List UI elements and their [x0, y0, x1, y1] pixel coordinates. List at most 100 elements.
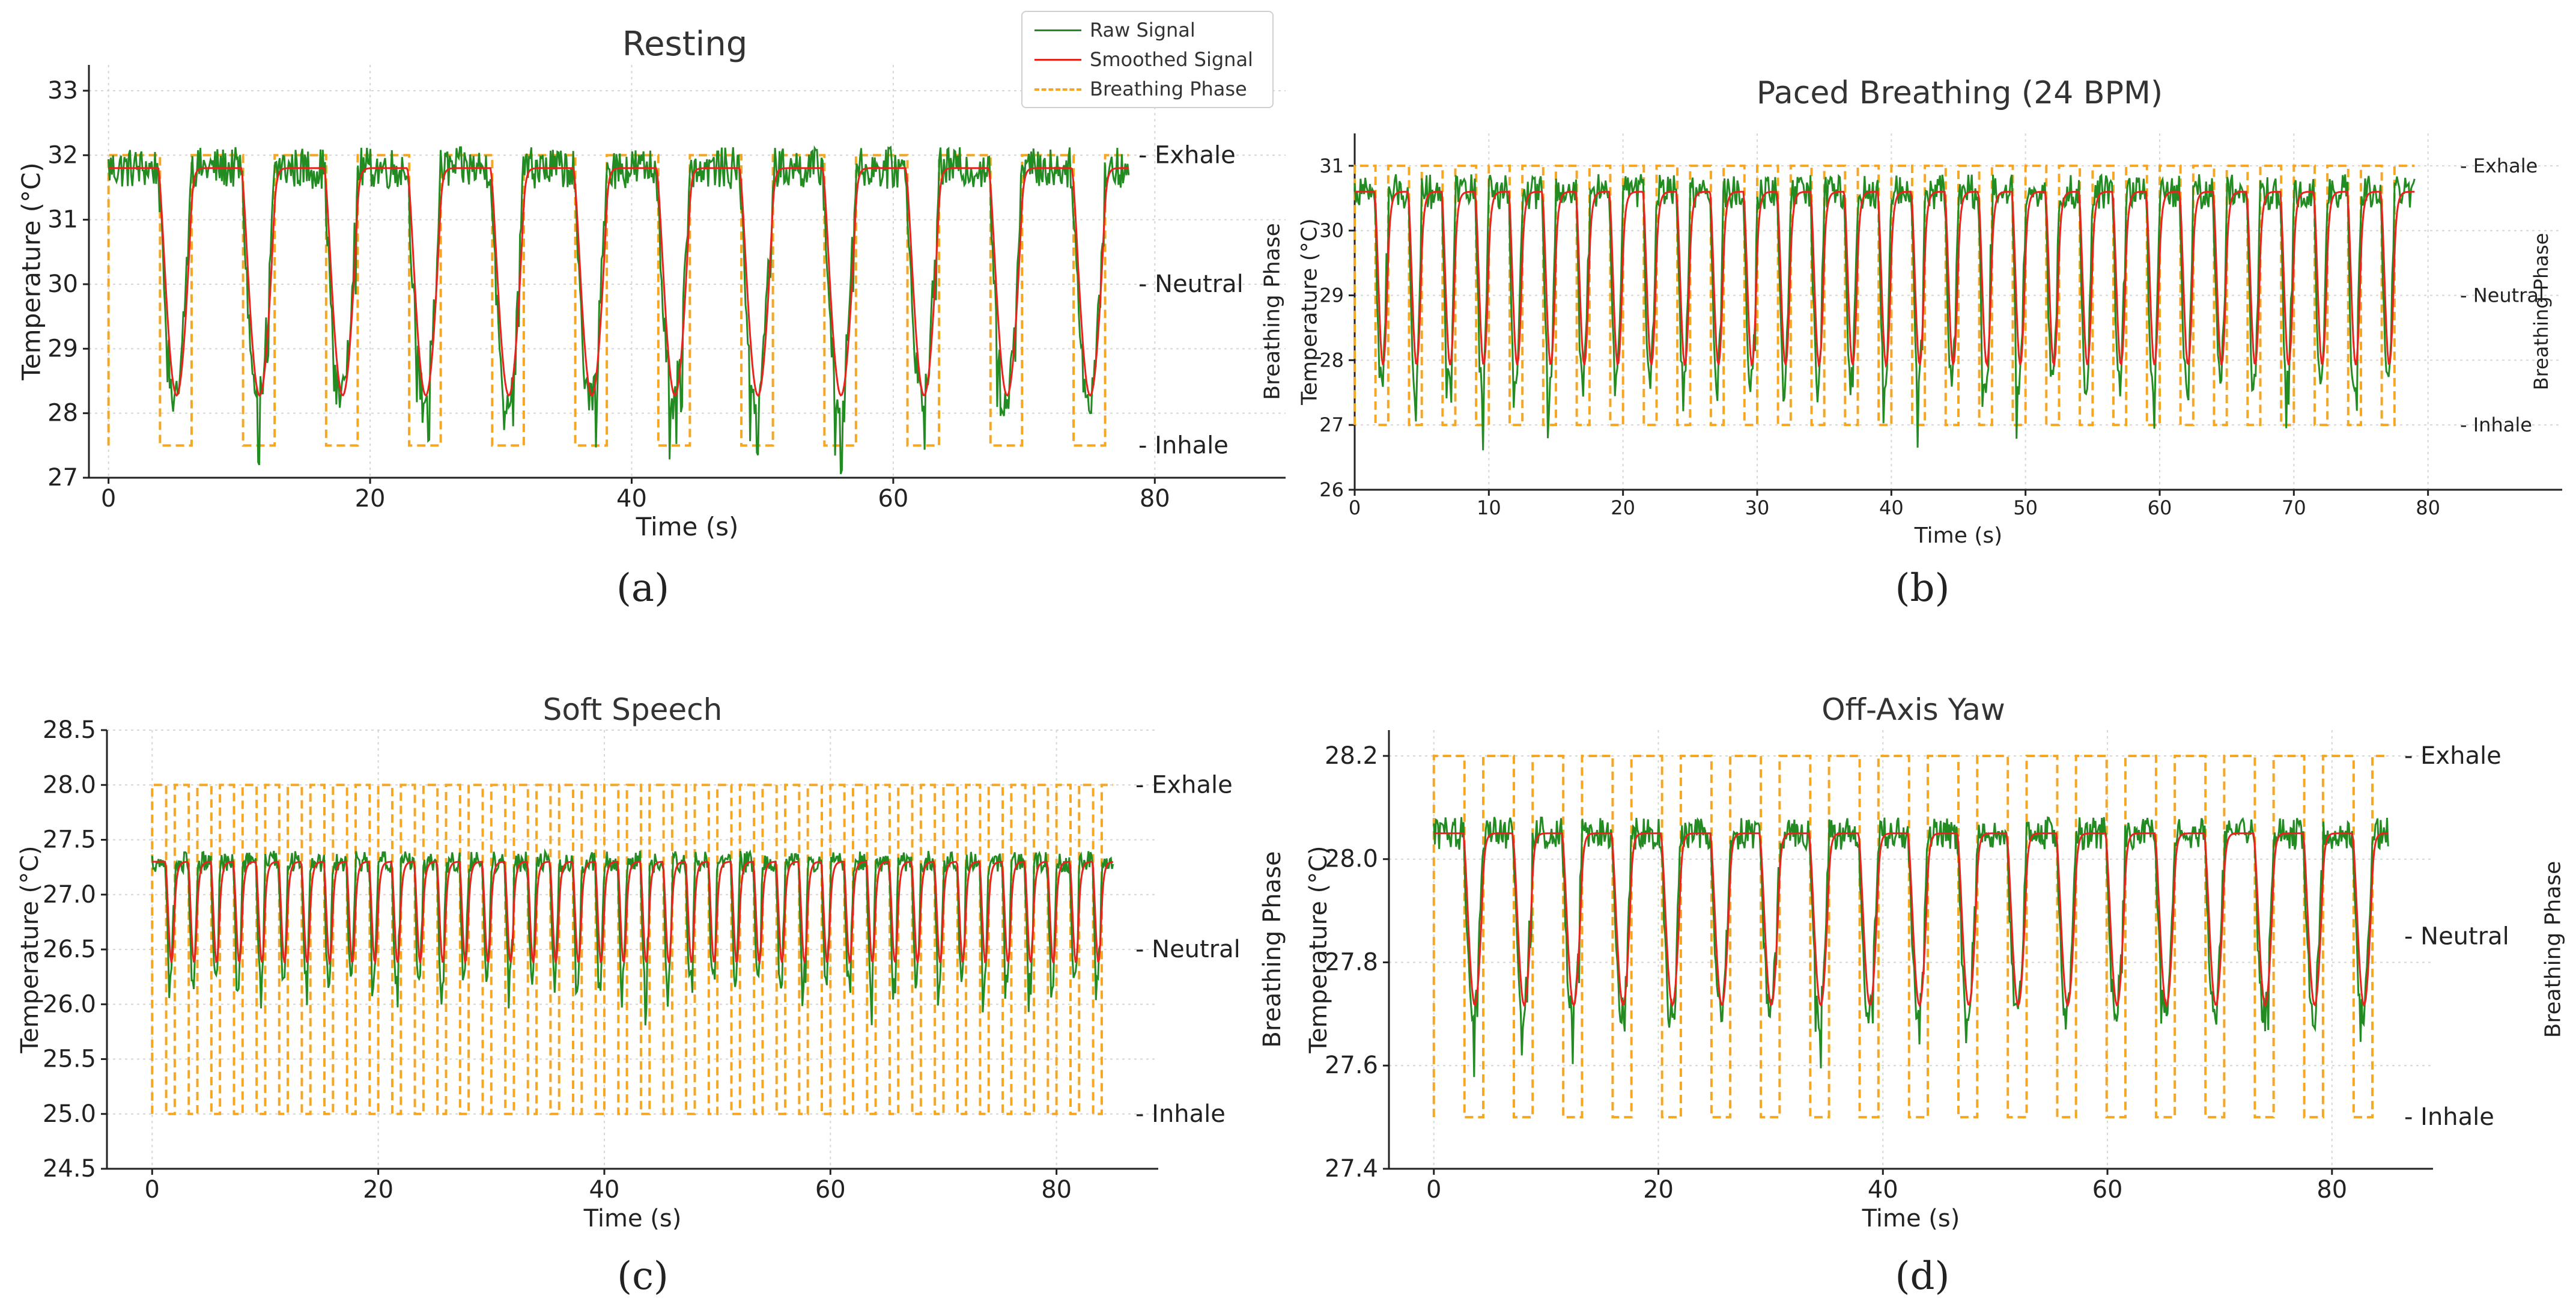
y-tick-label: 27.6 [1325, 1052, 1378, 1079]
y-tick-label: 26.0 [43, 990, 96, 1018]
legend-entry-smoothed: Smoothed Signal [1022, 45, 1272, 75]
legend: Raw Signal Smoothed Signal Breathing Pha… [1021, 11, 1274, 108]
legend-label-smoothed: Smoothed Signal [1090, 48, 1253, 71]
phase-label: - Inhale [1135, 1100, 1226, 1128]
panel-caption: (c) [617, 1254, 669, 1299]
y-tick-label: 27.0 [43, 881, 96, 909]
phase-label: - Neutral [2404, 923, 2509, 951]
outer-phase-axis-label: Breathing Phase [1259, 851, 1286, 1047]
y-tick-label: 31 [1319, 154, 1344, 177]
panel-title: Off-Axis Yaw [1821, 692, 2005, 727]
phase-label: - Exhale [2460, 154, 2538, 177]
phase-label: - Neutral [1138, 270, 1244, 298]
y-tick-label: 31 [47, 206, 78, 234]
x-tick-label: 20 [355, 485, 386, 513]
outer-phase-axis-label: Breathing Phase [1260, 223, 1285, 400]
x-tick-label: 80 [2416, 496, 2440, 519]
smoothed-signal-line [152, 861, 1113, 966]
phase-label: - Inhale [2404, 1103, 2494, 1131]
x-axis-label: Time (s) [1914, 523, 2002, 548]
phase-label: - Neutral [2460, 284, 2544, 307]
raw-signal-line [1433, 816, 2389, 1077]
phase-label: - Inhale [1138, 431, 1229, 459]
legend-swatch-smoothed [1034, 59, 1081, 61]
panel-caption: (b) [1895, 566, 1950, 611]
y-tick-label: 26.5 [43, 936, 96, 963]
x-tick-label: 10 [1477, 496, 1501, 519]
y-tick-label: 27.5 [43, 826, 96, 854]
panel-caption: (d) [1895, 1254, 1950, 1299]
breathing-phase-line [1353, 164, 2415, 427]
phase-label: - Exhale [2404, 742, 2502, 770]
x-tick-label: 0 [101, 485, 116, 513]
y-tick-label: 28.0 [1325, 845, 1378, 873]
y-axis-label: Temperature (°C) [1305, 845, 1332, 1053]
panel-caption: (a) [616, 566, 669, 611]
y-tick-label: 27.8 [1325, 948, 1378, 976]
x-tick-label: 80 [1140, 485, 1170, 513]
x-tick-label: 20 [363, 1176, 393, 1204]
x-tick-label: 0 [1349, 496, 1361, 519]
panel-paced-breathing: 0 10 20 30 40 50 60 70 80 26 27 28 29 30 31 - Exhale - N… [1260, 75, 2562, 611]
y-tick-label: 27.4 [1325, 1155, 1378, 1183]
phase-label: - Exhale [1135, 771, 1233, 799]
x-tick-label: 80 [1041, 1176, 1072, 1204]
phase-label: - Neutral [1135, 936, 1241, 963]
y-tick-label: 26 [1319, 478, 1344, 501]
x-tick-label: 20 [1611, 496, 1635, 519]
y-tick-label: 28 [1319, 349, 1344, 371]
grid [1389, 730, 2433, 1169]
panel-resting: 0 20 40 60 80 27 28 29 30 31 32 33 - Exhale - Neutral… [17, 25, 1286, 611]
y-tick-label: 24.5 [43, 1155, 96, 1183]
x-tick-label: 0 [1426, 1176, 1441, 1204]
breathing-phase-line [151, 784, 1113, 1115]
x-tick-label: 40 [589, 1176, 620, 1204]
y-tick-label: 29 [1319, 284, 1344, 307]
y-tick-label: 28.5 [43, 716, 96, 744]
raw-signal-line [108, 145, 1130, 475]
smoothed-signal-line [108, 167, 1129, 397]
x-axis-label: Time (s) [636, 512, 739, 541]
y-tick-label: 32 [47, 141, 78, 169]
y-tick-label: 27 [1319, 413, 1344, 436]
x-tick-label: 60 [878, 485, 908, 513]
breathing-phase-line [1432, 754, 2389, 1119]
panel-title: Paced Breathing (24 BPM) [1757, 75, 2163, 111]
raw-signal-line [151, 848, 1114, 1026]
phase-label: - Exhale [1138, 141, 1236, 169]
x-tick-label: 80 [2316, 1176, 2347, 1204]
phase-label: - Inhale [2460, 413, 2532, 436]
panel-soft-speech: 0 20 40 60 80 24.5 25.0 25.5 26.0 26.5 27.0 27.5 28.… [16, 692, 1241, 1299]
y-tick-label: 28.2 [1325, 742, 1378, 770]
y-axis-label: Temperature (°C) [17, 162, 46, 381]
y-tick-label: 28.0 [43, 771, 96, 799]
legend-label-raw: Raw Signal [1090, 19, 1195, 41]
x-tick-label: 70 [2282, 496, 2306, 519]
x-tick-label: 60 [2092, 1176, 2123, 1204]
y-tick-label: 29 [47, 335, 78, 362]
y-tick-label: 27 [47, 464, 78, 492]
right-phase-axis-label: Breathing Phase [2530, 233, 2553, 391]
x-tick-label: 0 [145, 1176, 160, 1204]
x-tick-label: 50 [2013, 496, 2038, 519]
panel-title: Resting [622, 25, 748, 64]
panel-off-axis-yaw: 0 20 40 60 80 27.4 27.6 27.8 28.0 28.2 - Exhale - N… [1259, 692, 2566, 1299]
y-tick-label: 25.0 [43, 1100, 96, 1128]
x-tick-label: 60 [815, 1176, 846, 1204]
legend-swatch-phase [1034, 88, 1081, 91]
smoothed-signal-line [1355, 190, 2415, 368]
x-tick-label: 60 [2148, 496, 2172, 519]
y-axis-label: Temperature (°C) [16, 845, 44, 1053]
x-tick-label: 40 [616, 485, 647, 513]
x-tick-label: 40 [1879, 496, 1904, 519]
legend-entry-phase: Breathing Phase [1022, 75, 1272, 104]
x-tick-label: 20 [1643, 1176, 1674, 1204]
x-axis-label: Time (s) [583, 1205, 682, 1232]
y-axis-label: Temperature (°C) [1298, 218, 1322, 406]
legend-entry-raw: Raw Signal [1022, 16, 1272, 45]
y-tick-label: 28 [47, 400, 78, 427]
y-tick-label: 25.5 [43, 1046, 96, 1073]
x-tick-label: 30 [1745, 496, 1770, 519]
legend-swatch-raw [1034, 29, 1081, 31]
